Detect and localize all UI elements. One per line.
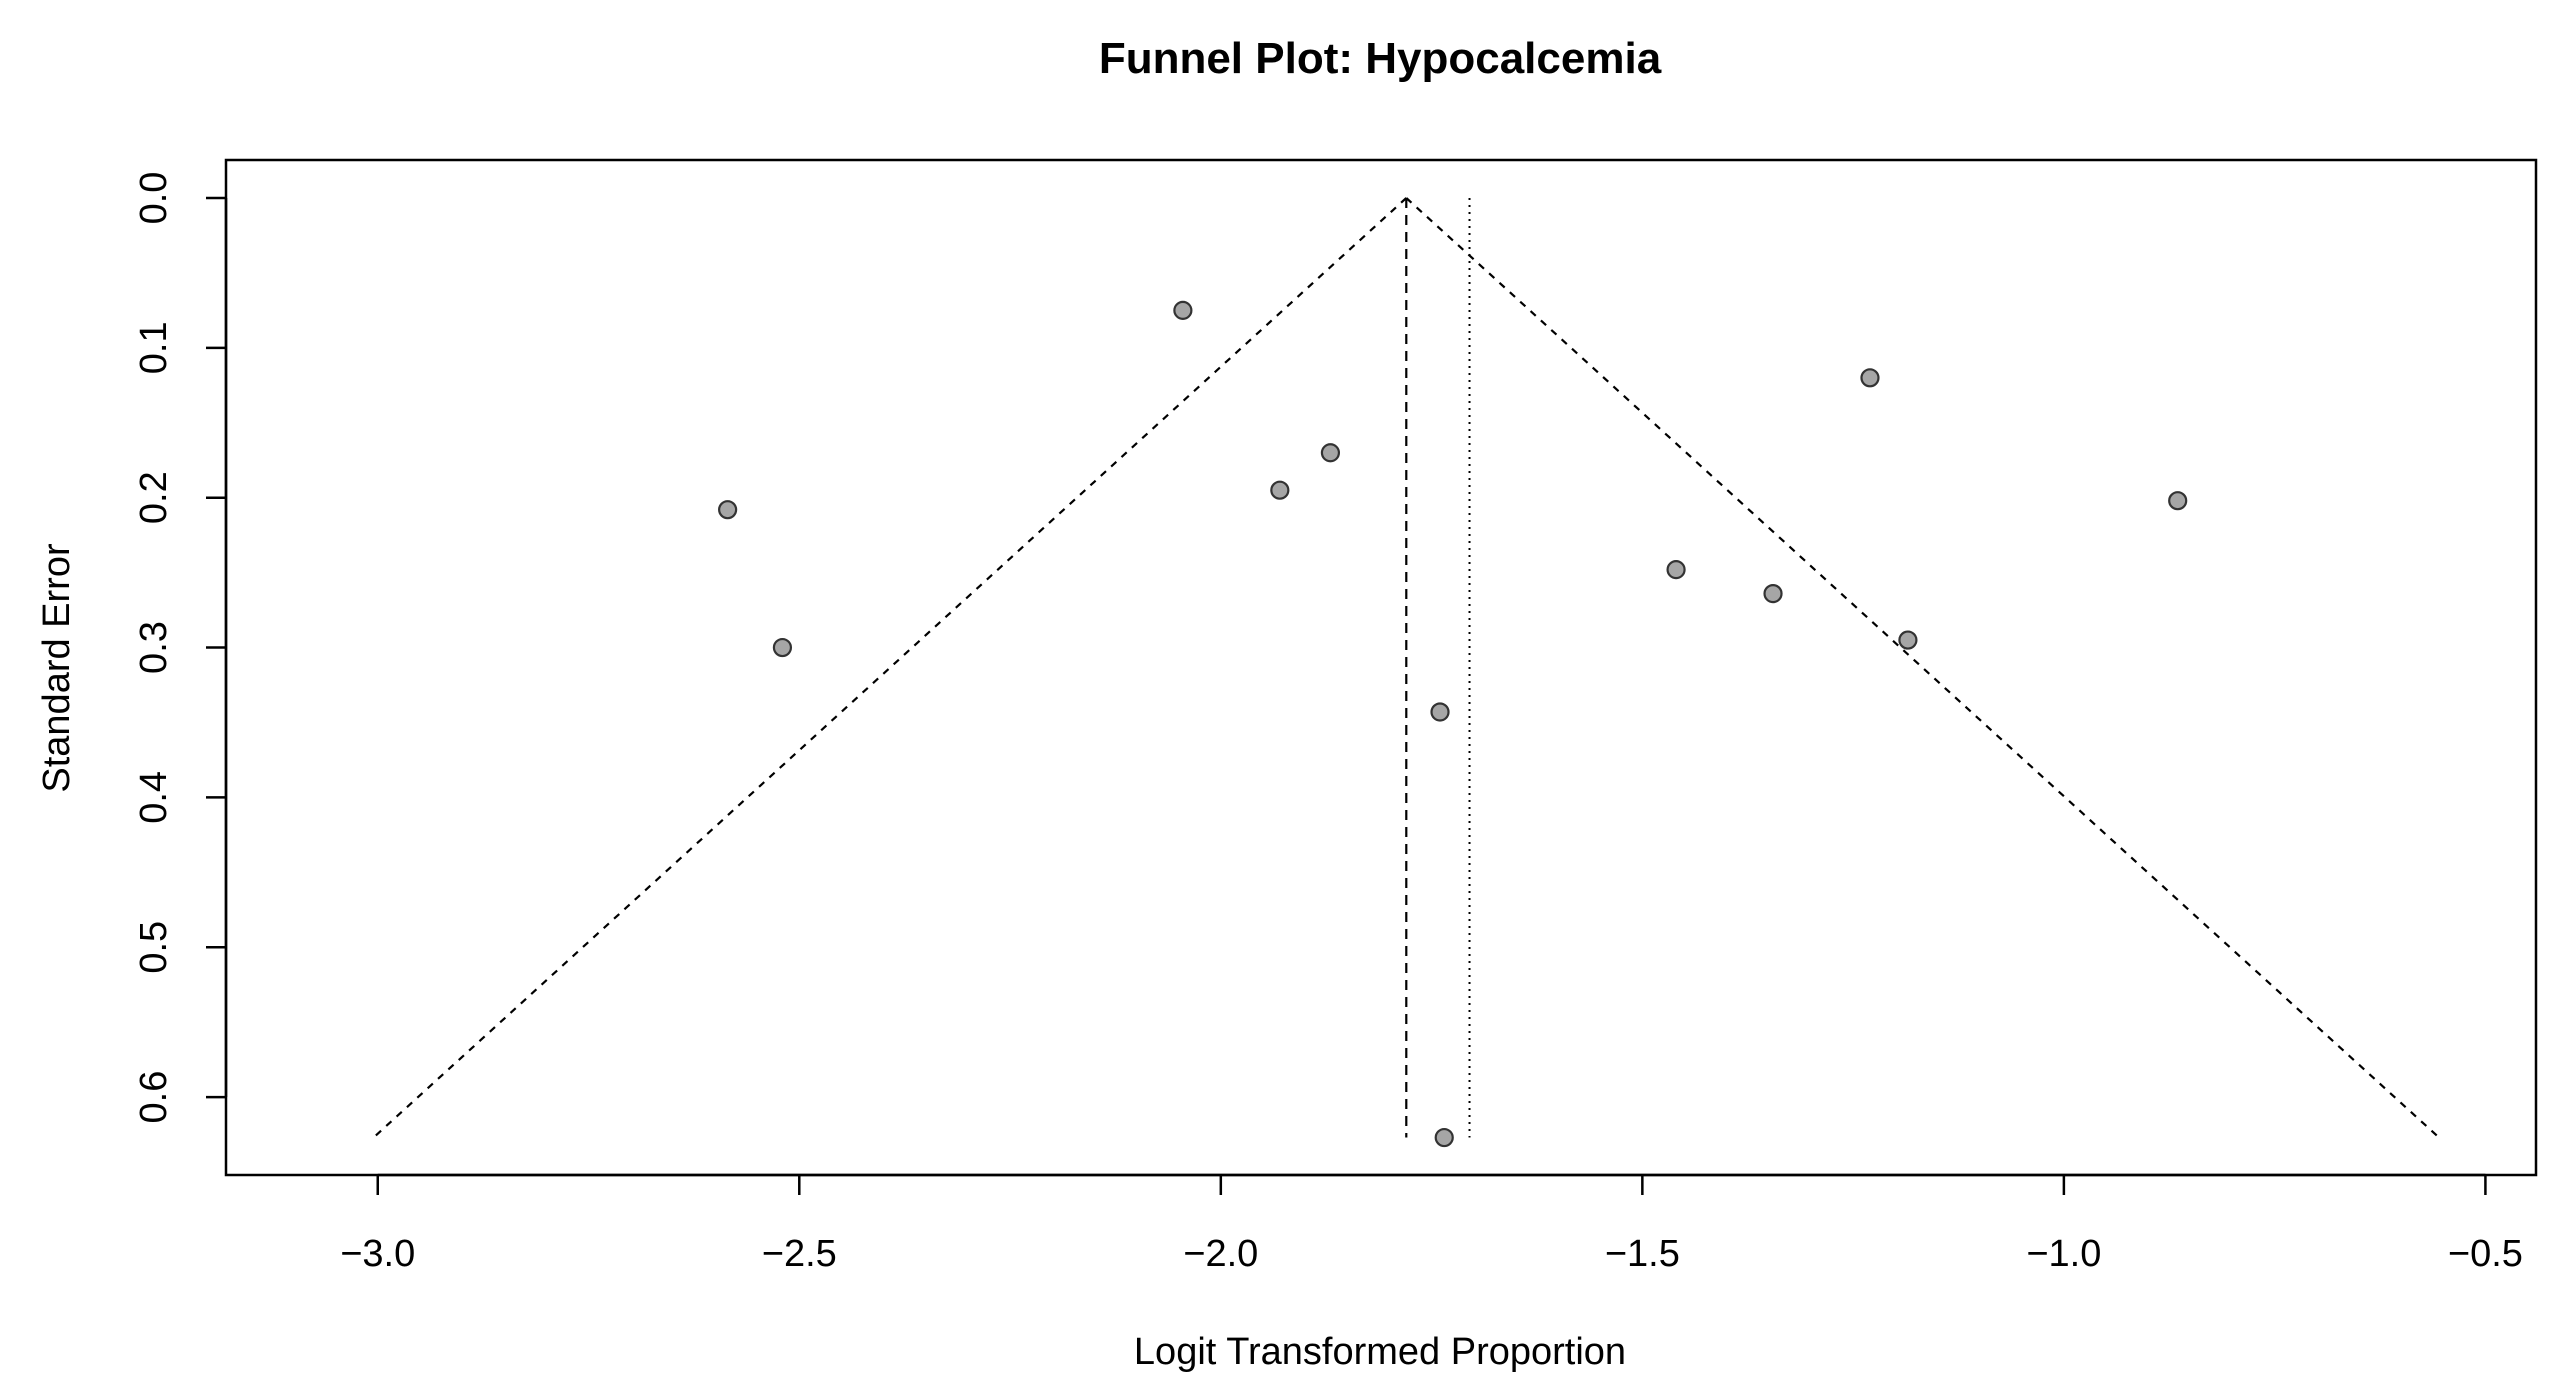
study-point	[1270, 480, 1290, 500]
y-tick-label: 0.5	[133, 921, 175, 974]
study-point	[1763, 583, 1783, 604]
x-tick-label: −3.0	[340, 1233, 415, 1275]
y-tick-label: 0.2	[133, 471, 175, 524]
study-point	[1666, 560, 1686, 580]
x-tick-label: −2.0	[1183, 1233, 1258, 1275]
x-tick-label: −2.5	[762, 1233, 837, 1275]
y-axis: 0.0 0.1 0.2 0.3 0.4 0.5 0.6	[133, 172, 228, 1124]
y-tick-label: 0.1	[133, 321, 175, 374]
x-tick-label: −1.5	[1605, 1233, 1680, 1275]
study-point	[1173, 300, 1193, 320]
x-axis-label: Logit Transformed Proportion	[1134, 1331, 1626, 1373]
funnel-right-line	[1405, 197, 2440, 1139]
funnel-lines	[372, 197, 2440, 1139]
chart-title: Funnel Plot: Hypocalcemia	[1099, 34, 1662, 83]
x-tick-label: −0.5	[2448, 1233, 2523, 1275]
x-axis: −3.0 −2.5 −2.0 −1.5 −1.0 −0.5	[340, 1173, 2523, 1275]
x-tick-label: −1.0	[2026, 1233, 2101, 1275]
study-point	[718, 500, 738, 520]
funnel-left-line	[372, 197, 1408, 1139]
y-tick-label: 0.4	[133, 771, 175, 824]
y-tick-label: 0.6	[133, 1071, 175, 1124]
study-points	[718, 300, 2188, 1148]
study-point	[1860, 368, 1880, 388]
study-point	[1434, 1127, 1454, 1148]
y-tick-label: 0.0	[133, 172, 175, 225]
y-axis-label: Standard Error	[36, 543, 78, 793]
study-point	[1430, 702, 1450, 722]
y-tick-label: 0.3	[133, 621, 175, 674]
study-point	[1320, 443, 1341, 463]
study-point	[772, 637, 793, 658]
study-point	[2168, 491, 2188, 511]
plot-frame	[224, 158, 2538, 1177]
study-point	[1898, 630, 1918, 650]
